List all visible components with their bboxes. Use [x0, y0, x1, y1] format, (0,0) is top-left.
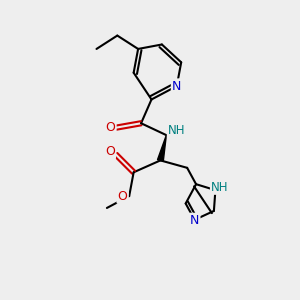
Text: NH: NH	[211, 181, 229, 194]
Text: O: O	[106, 121, 116, 134]
Text: O: O	[105, 145, 115, 158]
Text: O: O	[118, 190, 128, 202]
Text: N: N	[190, 214, 199, 227]
Text: N: N	[172, 80, 182, 93]
Polygon shape	[158, 135, 166, 161]
Text: NH: NH	[168, 124, 185, 137]
